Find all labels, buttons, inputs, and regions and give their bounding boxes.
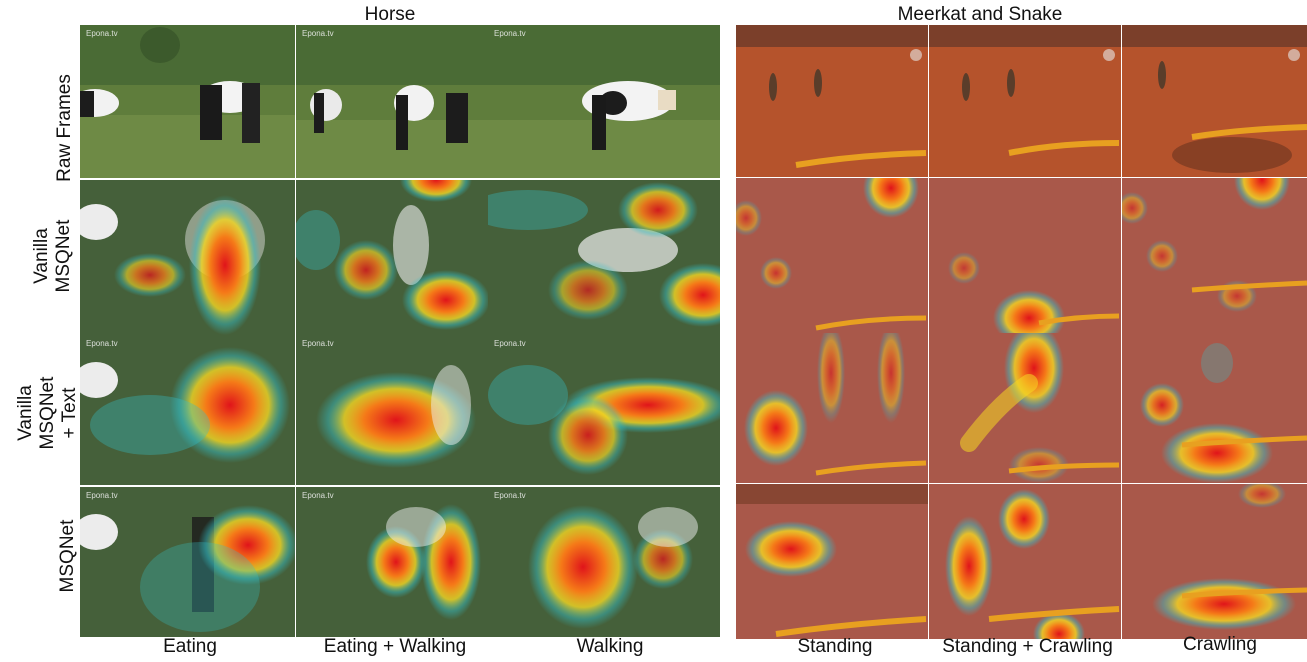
horse-msqnet-heatmap-3: Epona.tv <box>488 487 720 637</box>
column-label-standing-crawling: Standing + Crawling <box>942 636 1113 657</box>
watermark-text: Epona.tv <box>86 339 118 348</box>
meerkat-text-heatmap-2 <box>929 333 1121 483</box>
watermark-text: Epona.tv <box>302 29 334 38</box>
horse-msqnet-heatmap-2: Epona.tv <box>296 487 488 637</box>
row-label-line: Vanilla <box>15 385 36 441</box>
meerkat-vanilla-heatmap-1 <box>736 178 928 333</box>
row-label-vanilla-msqnet: Vanilla MSQNet <box>31 201 75 311</box>
meerkat-msqnet-heatmap-2 <box>929 484 1121 639</box>
horse-msqnet-heatmap-1: Epona.tv <box>80 487 295 637</box>
watermark-text: Epona.tv <box>86 29 118 38</box>
group-title-horse: Horse <box>364 4 416 25</box>
watermark-text: Epona.tv <box>494 491 526 500</box>
row-label-line: + Text <box>59 387 80 439</box>
watermark-text: Epona.tv <box>302 491 334 500</box>
group-title-meerkat: Meerkat and Snake <box>897 4 1063 25</box>
column-label-walking: Walking <box>576 636 644 657</box>
watermark-text: Epona.tv <box>494 29 526 38</box>
meerkat-raw-frame-2 <box>929 25 1121 177</box>
meerkat-raw-frame-1 <box>736 25 928 177</box>
watermark-text: Epona.tv <box>86 491 118 500</box>
row-label-line: MSQNet <box>53 219 74 293</box>
horse-vanilla-heatmap-3 <box>488 180 720 335</box>
column-label-standing: Standing <box>797 636 873 657</box>
column-label-crawling: Crawling <box>1183 634 1257 655</box>
horse-vanilla-heatmap-1 <box>80 180 295 335</box>
horse-raw-frame-2: Epona.tv <box>296 25 488 178</box>
horse-text-heatmap-1: Epona.tv <box>80 335 295 485</box>
row-label-msqnet: MSQNet <box>57 519 78 593</box>
watermark-text: Epona.tv <box>494 339 526 348</box>
watermark-text: Epona.tv <box>302 339 334 348</box>
meerkat-msqnet-heatmap-1 <box>736 484 928 639</box>
row-label-raw-frames: Raw Frames <box>54 74 75 182</box>
horse-text-heatmap-2: Epona.tv <box>296 335 488 485</box>
meerkat-vanilla-heatmap-3 <box>1122 178 1307 333</box>
horse-text-heatmap-3: Epona.tv <box>488 335 720 485</box>
row-label-line: MSQNet <box>37 376 58 450</box>
horse-vanilla-heatmap-2 <box>296 180 488 335</box>
meerkat-raw-frame-3 <box>1122 25 1307 177</box>
horse-raw-frame-1: Epona.tv <box>80 25 295 178</box>
meerkat-msqnet-heatmap-3 <box>1122 484 1307 639</box>
column-label-eating-walking: Eating + Walking <box>323 636 467 657</box>
column-label-eating: Eating <box>163 636 217 657</box>
meerkat-text-heatmap-1 <box>736 333 928 483</box>
meerkat-text-heatmap-3 <box>1122 333 1307 483</box>
row-label-line: Vanilla <box>31 228 52 284</box>
meerkat-vanilla-heatmap-2 <box>929 178 1121 333</box>
row-label-vanilla-msqnet-text: Vanilla MSQNet + Text <box>15 353 81 473</box>
horse-raw-frame-3: Epona.tv <box>488 25 720 178</box>
